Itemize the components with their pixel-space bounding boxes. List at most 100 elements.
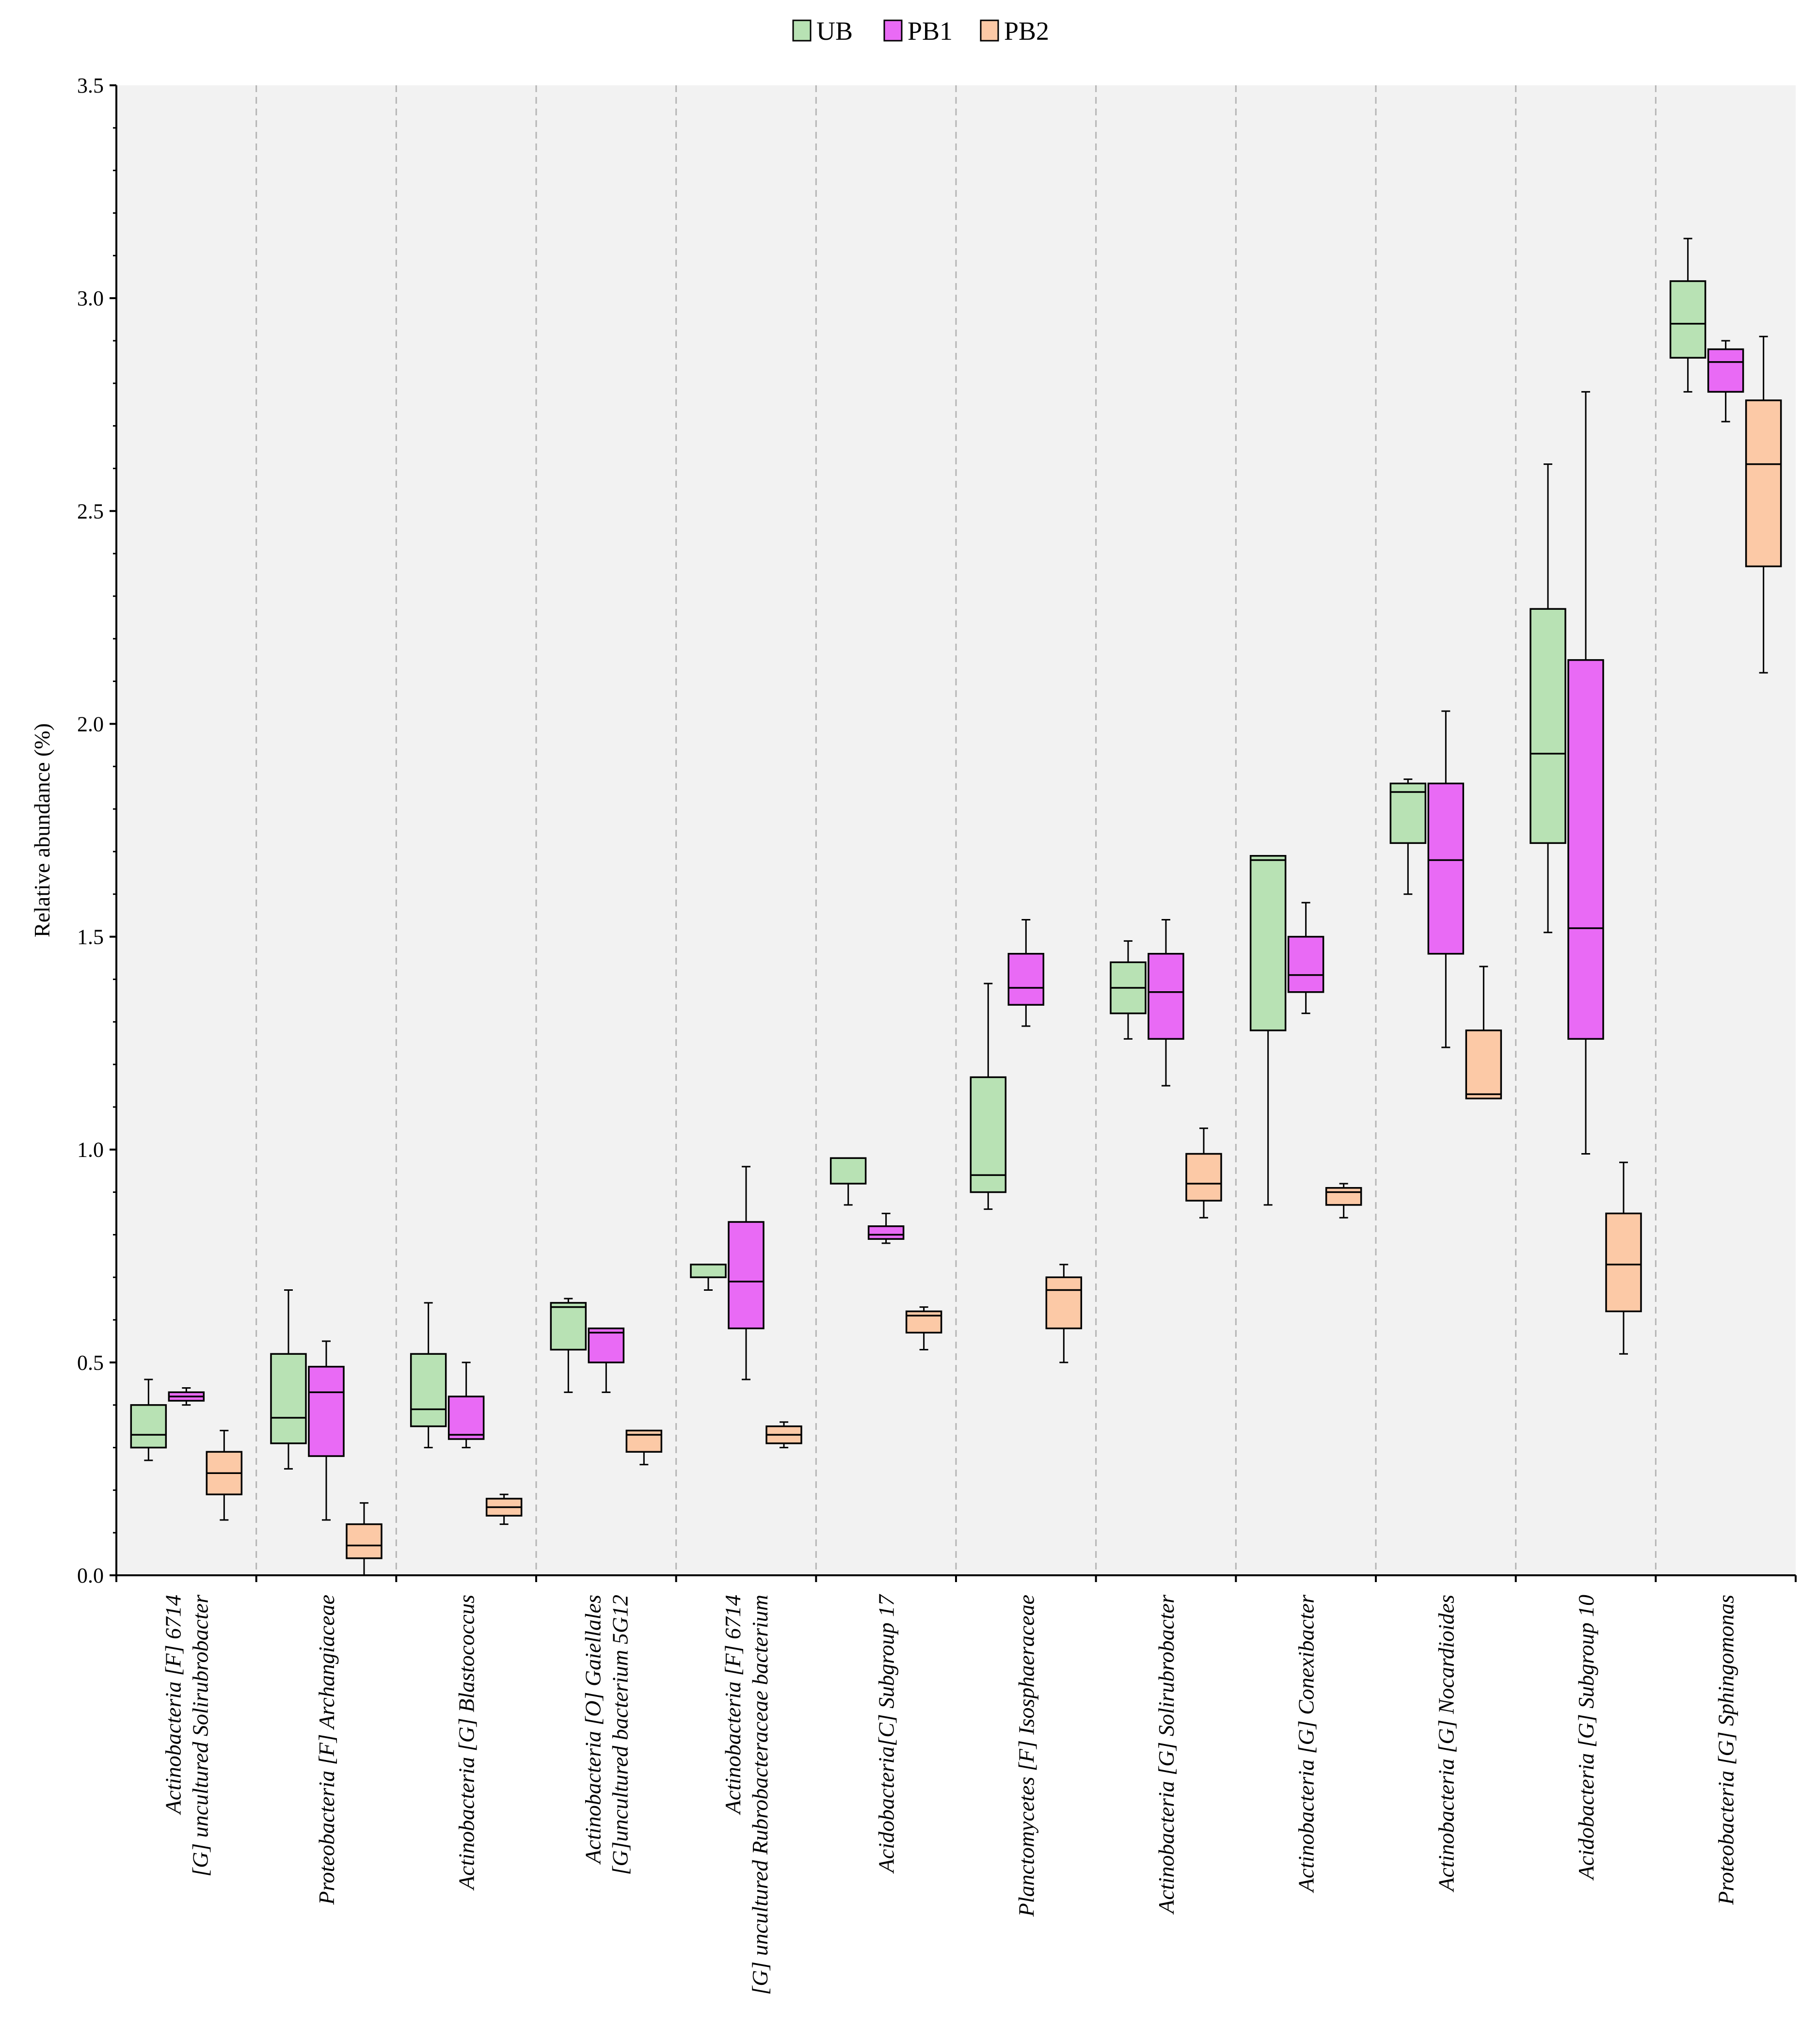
category-label: Actinobacteria [O] Gaiellales (580, 1595, 605, 1865)
box-body (970, 1076, 1007, 1193)
category-label: Actinobacteria [G] Nocardioides (1434, 1595, 1458, 1893)
box-pb1 (1707, 340, 1744, 423)
y-axis-label: Relative abundance (%) (30, 723, 54, 937)
category-label: Actinobacteria [G] Conexibacter (1294, 1594, 1319, 1893)
box-pb1 (1567, 391, 1604, 1155)
box-pb1 (1148, 919, 1184, 1087)
box-pb1 (588, 1327, 625, 1393)
box-body (625, 1429, 663, 1453)
box-pb2 (1325, 1183, 1362, 1219)
box-body (1325, 1187, 1362, 1206)
box-body (447, 1395, 485, 1440)
box-pb2 (206, 1429, 243, 1521)
category-group (1530, 391, 1642, 1355)
category-label: [G] uncultured Solirubrobacter (188, 1594, 212, 1877)
box-body (270, 1353, 307, 1444)
box-pb1 (447, 1362, 485, 1449)
box-body (1389, 782, 1427, 844)
box-ub (130, 1379, 167, 1461)
category-separators (255, 85, 1657, 1575)
box-ub (970, 982, 1007, 1210)
y-tick-label: 3.5 (77, 74, 104, 97)
category-group (1110, 919, 1222, 1219)
category-label: Actinobacteria [F] 6714 (720, 1595, 745, 1815)
box-ub (1389, 778, 1427, 895)
box-pb1 (168, 1387, 205, 1406)
box-pb2 (485, 1493, 523, 1525)
box-pb1 (728, 1166, 765, 1380)
category-label: Actinobacteria [G] Solirubrobacter (1154, 1594, 1179, 1915)
category-group (1669, 238, 1782, 674)
category-label: Planctomycetes [F] Isosphaeraceae (1014, 1595, 1038, 1917)
box-body (728, 1221, 765, 1330)
category-group (829, 1157, 942, 1351)
boxes (130, 238, 1782, 1576)
box-body (1745, 399, 1782, 568)
legend-swatch-pb1 (883, 19, 903, 42)
box-pb2 (1185, 1127, 1222, 1219)
y-tick-label: 3.0 (77, 286, 104, 310)
box-ub (410, 1302, 447, 1449)
category-label: Proteobacteria [F] Archangiaceae (314, 1595, 339, 1905)
box-body (1045, 1276, 1083, 1330)
box-body (829, 1157, 867, 1185)
box-ub (829, 1157, 867, 1206)
box-body (1707, 348, 1744, 393)
legend-label-pb2: PB2 (1004, 16, 1049, 46)
box-body (1249, 855, 1287, 1031)
box-body (308, 1365, 345, 1457)
box-pb1 (867, 1212, 905, 1244)
legend-swatch-ub (792, 19, 812, 42)
box-pb2 (1745, 335, 1782, 674)
box-body (130, 1404, 167, 1449)
box-pb2 (905, 1306, 942, 1351)
category-group (130, 1379, 243, 1521)
category-group (270, 1289, 383, 1576)
y-tick-label: 2.5 (77, 499, 104, 523)
box-body (346, 1523, 383, 1559)
category-label: Acidobacteria [G] Subgroup 10 (1574, 1595, 1598, 1881)
box-body (1148, 952, 1184, 1040)
box-pb2 (625, 1429, 663, 1466)
legend: UB PB1 PB2 (792, 16, 1049, 46)
box-body (588, 1327, 625, 1363)
box-body (690, 1264, 727, 1278)
category-group (1389, 710, 1502, 1100)
category-group (410, 1302, 523, 1525)
category-label: Proteobacteria [G] Sphingomonas (1714, 1595, 1738, 1905)
box-pb2 (1045, 1264, 1083, 1363)
box-pb1 (1007, 919, 1045, 1027)
box-body (1567, 659, 1604, 1040)
legend-label-ub: UB (816, 16, 853, 46)
box-body (867, 1225, 905, 1240)
y-tick-label: 2.0 (77, 712, 104, 736)
category-label: Actinobacteria [G] Blastococcus (454, 1595, 479, 1891)
box-body (1465, 1030, 1502, 1100)
box-body (1605, 1212, 1642, 1313)
box-pb1 (1427, 710, 1465, 1048)
box-pb2 (1605, 1161, 1642, 1355)
category-group (550, 1298, 663, 1466)
box-body (550, 1302, 587, 1351)
legend-swatch-pb2 (980, 19, 999, 42)
y-tick-label: 1.0 (77, 1138, 104, 1162)
y-tick-label: 0.5 (77, 1351, 104, 1375)
box-pb2 (346, 1502, 383, 1576)
axes: 0.0 0.5 1.0 1.5 2.0 2.5 3.0 3.5 Actinobacteria [… (77, 74, 1797, 1995)
category-label: Actinobacteria [F] 6714 (160, 1595, 185, 1815)
category-label: Acidobacteria[C] Subgroup 17 (874, 1594, 899, 1874)
category-group (690, 1166, 802, 1449)
legend-label-pb1: PB1 (908, 16, 953, 46)
y-tick-label: 1.5 (77, 925, 104, 949)
box-body (1007, 952, 1045, 1006)
category-label: [G]uncultured bacterium 5G12 (607, 1595, 632, 1875)
category-group (970, 919, 1083, 1363)
category-label: [G] uncultured Rubrobacteraceae bacteriu… (748, 1595, 772, 1995)
box-pb1 (308, 1340, 345, 1521)
box-body (1427, 782, 1465, 955)
box-body (410, 1353, 447, 1427)
box-body (1669, 280, 1706, 359)
box-body (905, 1310, 942, 1334)
box-body (1185, 1153, 1222, 1202)
